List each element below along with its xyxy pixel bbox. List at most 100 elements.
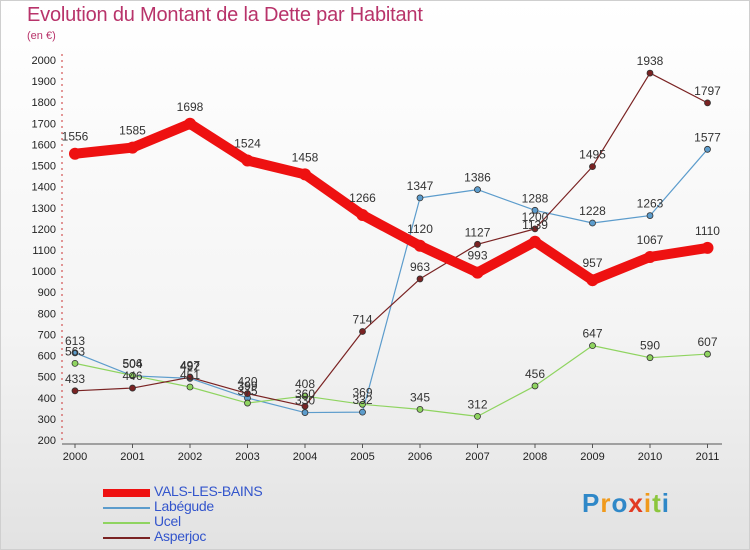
data-label: 312 xyxy=(467,397,487,411)
y-tick-label: 2000 xyxy=(32,55,56,67)
data-labels-layer: 613 504 492 399 330 332 1347 1386 1288 1228 1263 15… xyxy=(62,54,722,411)
logo-letter: x xyxy=(628,488,644,518)
y-tick-label: 1200 xyxy=(32,224,56,236)
y-tick-label: 1600 xyxy=(32,139,56,151)
data-label: 1458 xyxy=(292,150,319,164)
legend-swatch xyxy=(103,537,150,539)
data-label: 492 xyxy=(180,359,200,373)
data-point xyxy=(644,250,656,263)
data-label: 1386 xyxy=(464,171,491,185)
data-point xyxy=(69,147,81,160)
proxiti-logo: Proxiti xyxy=(582,488,670,519)
series-layer xyxy=(69,69,714,420)
data-point xyxy=(301,402,309,410)
x-tick-label: 2011 xyxy=(696,451,720,463)
data-point xyxy=(589,219,596,227)
data-point xyxy=(701,241,714,254)
series-line xyxy=(74,148,709,414)
data-point xyxy=(301,392,309,400)
y-tick-label: 1800 xyxy=(32,97,56,109)
data-label: 1139 xyxy=(522,218,548,232)
x-tick-label: 2004 xyxy=(293,451,317,463)
data-point xyxy=(71,359,79,367)
data-point xyxy=(474,240,481,248)
data-label: 1288 xyxy=(522,191,549,205)
data-label: 1495 xyxy=(579,148,606,162)
data-label: 1110 xyxy=(695,224,720,238)
data-label: 607 xyxy=(697,335,717,349)
x-tick-label: 2000 xyxy=(63,451,87,463)
data-label: 399 xyxy=(237,379,257,393)
y-tick-label: 1000 xyxy=(32,266,56,278)
data-point xyxy=(301,409,309,416)
data-label: 1577 xyxy=(694,130,721,144)
data-label: 963 xyxy=(410,260,430,274)
data-label: 1228 xyxy=(579,204,606,218)
data-point xyxy=(474,412,481,420)
data-point xyxy=(129,384,136,392)
data-label: 433 xyxy=(65,372,85,386)
data-point xyxy=(71,349,79,357)
data-label: 504 xyxy=(122,357,142,371)
data-label: 563 xyxy=(65,344,85,358)
series-lab-gude xyxy=(71,145,711,416)
data-point xyxy=(184,117,196,130)
logo-letter: t xyxy=(652,488,662,518)
data-label: 408 xyxy=(295,377,315,391)
data-label: 1698 xyxy=(177,100,204,114)
data-label: 1266 xyxy=(349,191,376,205)
data-label: 993 xyxy=(467,249,487,263)
data-label: 1585 xyxy=(119,124,146,138)
data-label: 1524 xyxy=(234,136,261,150)
data-label: 345 xyxy=(410,390,430,404)
series-line xyxy=(70,118,713,286)
y-tick-label: 600 xyxy=(38,351,56,363)
data-label: 590 xyxy=(640,339,660,353)
data-point xyxy=(359,400,366,408)
series-line xyxy=(74,345,709,417)
data-point xyxy=(531,206,539,214)
data-point xyxy=(414,239,426,252)
x-tick-label: 2010 xyxy=(638,451,662,463)
series-line xyxy=(74,72,709,407)
logo-letter: r xyxy=(600,488,612,518)
data-label: 506 xyxy=(122,356,142,370)
logo-letter: o xyxy=(611,488,629,518)
data-label: 613 xyxy=(65,334,85,348)
x-tick-label: 2007 xyxy=(465,451,489,463)
data-point xyxy=(531,382,539,390)
legend-swatch xyxy=(103,507,150,509)
data-point xyxy=(241,154,254,167)
data-label: 1797 xyxy=(694,84,721,98)
data-point xyxy=(186,383,194,391)
data-label: 647 xyxy=(582,327,602,341)
y-tick-label: 800 xyxy=(38,308,56,320)
legend-label: Asperjoc xyxy=(154,528,207,544)
x-tick-label: 2001 xyxy=(120,451,144,463)
y-tick-label: 500 xyxy=(38,372,56,384)
data-point xyxy=(186,373,194,381)
legend-label: Ucel xyxy=(154,513,181,529)
y-tick-label: 1400 xyxy=(32,182,56,194)
data-label: 420 xyxy=(237,375,257,389)
y-tick-label: 400 xyxy=(38,393,56,405)
data-point xyxy=(646,354,654,362)
data-label: 375 xyxy=(237,384,257,398)
data-point xyxy=(589,163,596,171)
data-point xyxy=(471,266,484,279)
chart-subtitle: (en €) xyxy=(27,30,56,42)
data-label: 957 xyxy=(582,256,602,270)
data-point xyxy=(129,371,136,379)
axes: 200 300 400 500 600 700 800 900 1000 1100 1200 1300… xyxy=(32,54,722,463)
y-tick-label: 1100 xyxy=(32,245,56,257)
data-point xyxy=(586,274,599,287)
x-tick-label: 2006 xyxy=(408,451,432,463)
data-label: 332 xyxy=(352,393,372,407)
data-point xyxy=(704,350,711,358)
data-point xyxy=(531,225,539,233)
data-label: 1938 xyxy=(637,54,664,68)
data-label: 714 xyxy=(352,312,372,326)
data-point xyxy=(704,99,711,107)
